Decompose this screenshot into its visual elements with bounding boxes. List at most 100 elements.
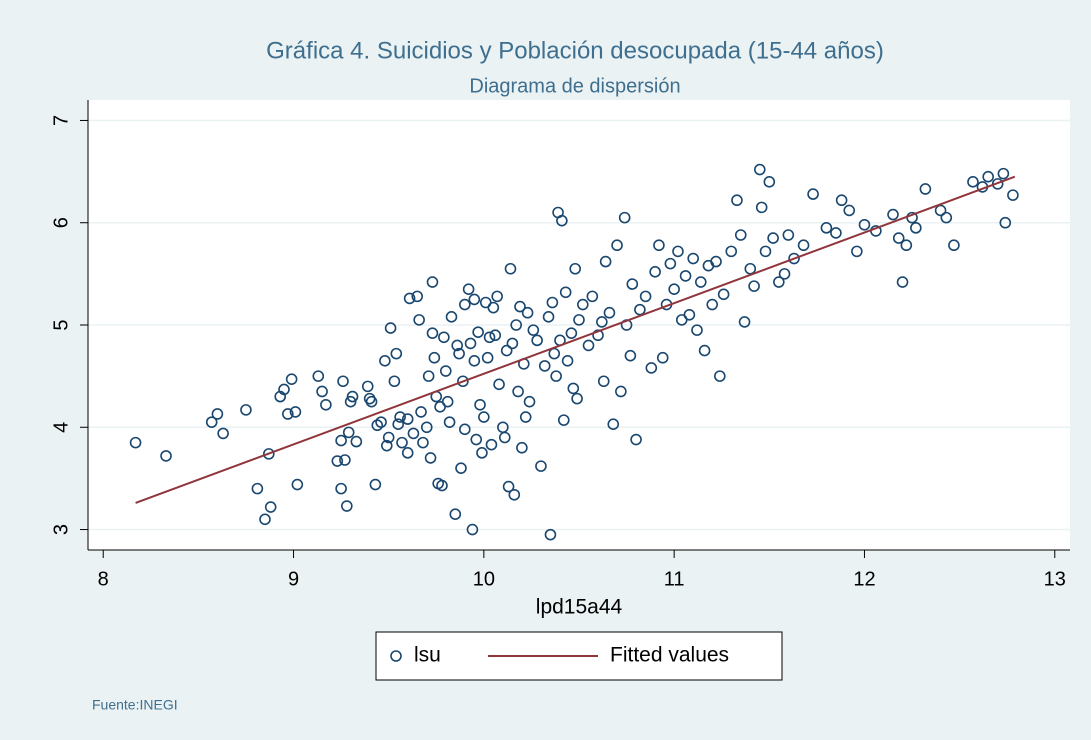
point [734,229,747,241]
point [344,395,357,408]
point [504,262,517,275]
point [443,416,456,428]
point [788,252,800,265]
legend-label: lsu [414,644,441,667]
point [782,229,795,241]
point [615,385,627,398]
point [129,436,142,449]
point [755,201,768,214]
point [556,214,568,227]
point [514,300,526,313]
point [240,404,252,416]
point [436,479,448,492]
point [748,280,760,292]
point [582,339,595,352]
point [997,167,1010,180]
point [753,163,766,176]
chart-subtitle: Diagrama de dispersión [469,75,680,97]
point [626,278,639,290]
point [453,347,465,360]
point [470,433,483,446]
point [424,452,437,464]
y-tick-label: 3 [50,524,72,535]
point [516,441,528,454]
point [341,500,353,512]
point [506,337,519,350]
point [717,288,730,301]
point [346,390,359,403]
point [439,365,452,377]
point [773,276,785,288]
point [851,245,863,258]
point [538,360,551,372]
point [415,406,427,418]
point [611,239,623,252]
point [510,319,522,331]
point [365,395,378,408]
point [489,329,502,342]
point [438,331,450,344]
point [559,286,572,299]
point [459,423,471,436]
point [725,245,738,258]
point [388,375,401,388]
point [369,478,382,491]
point [331,455,344,467]
point [481,351,494,364]
point [519,411,532,423]
point [211,408,224,420]
point [592,329,604,342]
point [217,427,229,440]
point [542,311,555,323]
point [892,232,905,244]
point [259,513,271,526]
point [630,433,642,446]
point [531,334,543,347]
point [285,373,298,386]
point [375,416,387,428]
point [656,351,669,364]
point [714,370,726,382]
x-tick-label: 9 [288,568,299,590]
point [316,385,328,398]
point [607,418,620,431]
point [664,257,677,270]
point [910,222,922,234]
point [759,245,772,258]
point [982,170,994,183]
point [634,303,646,316]
point [379,354,391,367]
point [896,276,909,288]
legend-label: Fitted values [610,644,729,667]
point [887,208,899,221]
point [731,194,743,207]
point [417,436,429,449]
x-tick-label: 8 [98,568,109,590]
point [361,380,374,393]
point [512,385,524,398]
point [738,316,751,328]
point [561,354,574,367]
y-tick-label: 7 [50,115,72,126]
point [337,375,349,388]
point [569,262,581,275]
point [426,276,439,288]
point [830,227,842,239]
point [535,460,547,472]
point [472,326,484,338]
point [462,283,475,296]
point [544,528,557,541]
point [312,370,325,382]
point [597,375,610,388]
point [683,308,696,321]
chart-title: Gráfica 4. Suicidios y Población desocup… [266,37,884,64]
point [498,431,511,444]
point [449,508,462,521]
point [596,316,608,328]
point [858,218,871,231]
point [639,290,652,303]
point [668,283,680,296]
point [382,431,395,444]
point [706,298,719,311]
